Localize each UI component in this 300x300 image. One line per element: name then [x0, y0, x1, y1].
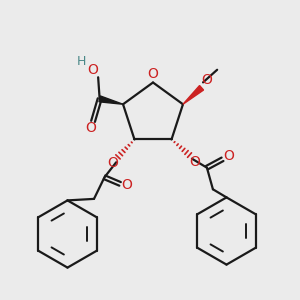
- Text: O: O: [224, 149, 235, 163]
- Text: O: O: [190, 155, 200, 169]
- Text: O: O: [87, 63, 98, 77]
- Text: H: H: [77, 55, 86, 68]
- Text: O: O: [85, 121, 96, 135]
- Polygon shape: [99, 96, 123, 104]
- Text: O: O: [201, 73, 212, 87]
- Text: O: O: [148, 68, 158, 81]
- Polygon shape: [183, 85, 203, 104]
- Text: O: O: [107, 157, 118, 170]
- Text: O: O: [121, 178, 132, 192]
